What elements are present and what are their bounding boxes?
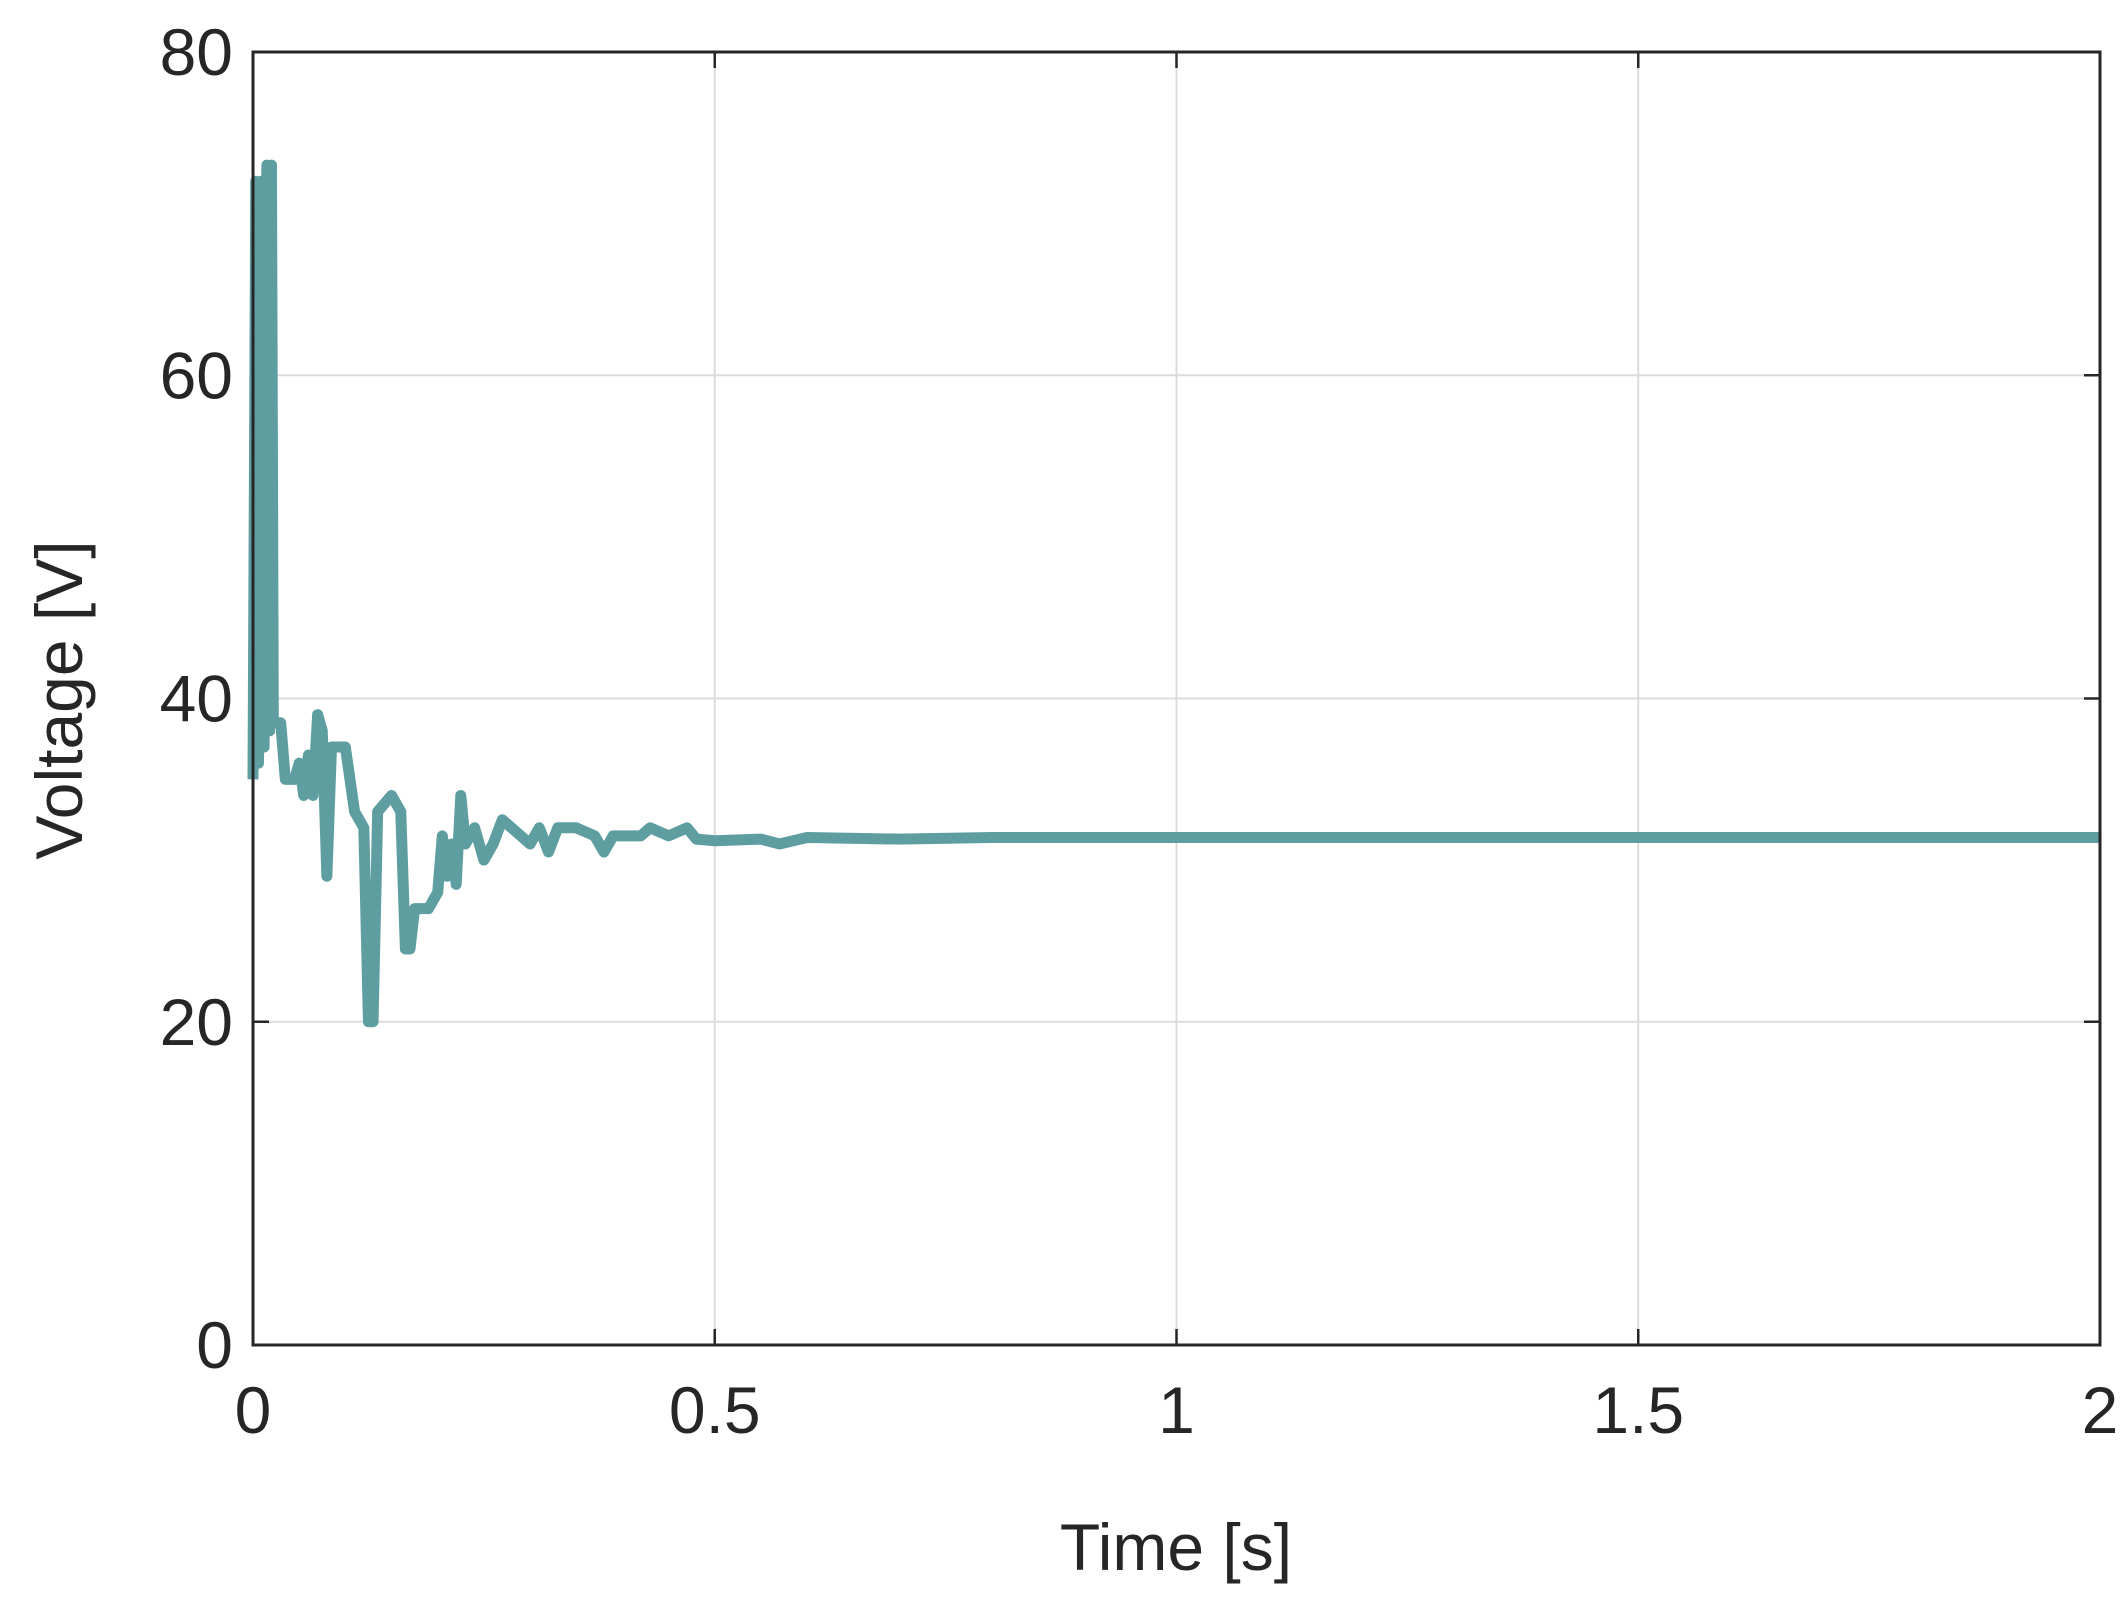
x-tick-label: 1.5	[1592, 1373, 1684, 1447]
y-tick-label: 60	[160, 338, 233, 412]
y-tick-label: 0	[196, 1308, 233, 1382]
x-tick-label: 0.5	[669, 1373, 761, 1447]
data-line	[247, 159, 2100, 1028]
x-tick-label: 1	[1158, 1373, 1195, 1447]
plot-frame	[251, 50, 2102, 1347]
x-tick-label: 0	[235, 1373, 272, 1447]
x-tick-label: 2	[2082, 1373, 2119, 1447]
y-axis-label: Voltage [V]	[22, 540, 96, 859]
y-tick-label: 20	[160, 985, 233, 1059]
y-tick-label: 80	[160, 15, 233, 89]
x-axis-label: Time [s]	[1060, 1510, 1292, 1584]
y-tick-label: 40	[160, 662, 233, 736]
